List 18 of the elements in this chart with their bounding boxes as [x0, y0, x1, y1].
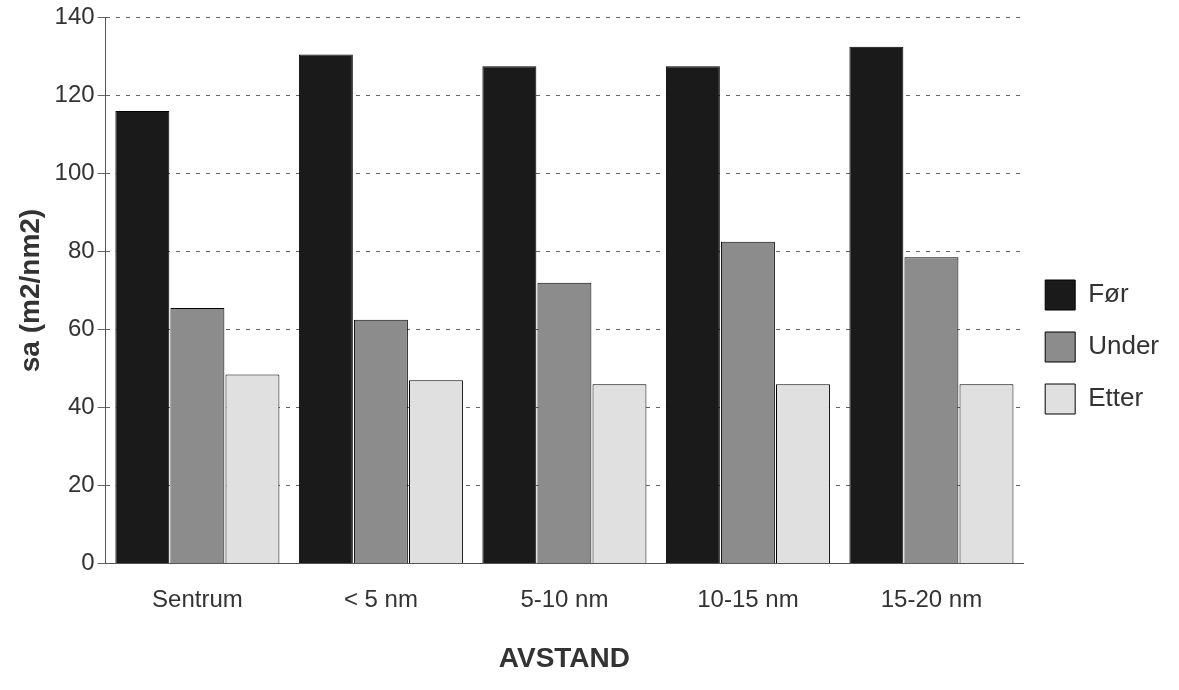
y-tick-label: 120 — [54, 80, 95, 108]
x-tick-label: 10-15 nm — [697, 584, 799, 612]
y-tick-label: 80 — [67, 236, 95, 264]
legend-label: Etter — [1088, 382, 1144, 413]
legend-label: Før — [1088, 278, 1129, 309]
x-axis-title: AVSTAND — [498, 641, 631, 673]
y-tick-label: 140 — [54, 2, 95, 30]
y-tick-label: 20 — [67, 470, 95, 498]
y-tick-label: 0 — [81, 548, 95, 576]
x-tick-label: Sentrum — [152, 584, 243, 612]
legend-label: Under — [1088, 330, 1160, 361]
y-axis-title: sa (m2/nm2) — [13, 208, 45, 373]
x-tick-label: 15-20 nm — [880, 584, 983, 612]
x-tick-label: < 5 nm — [343, 584, 418, 612]
y-tick-label: 100 — [54, 158, 95, 186]
y-tick-label: 40 — [67, 392, 95, 420]
y-tick-label: 60 — [67, 314, 95, 342]
x-tick-label: 5-10 nm — [520, 584, 609, 612]
